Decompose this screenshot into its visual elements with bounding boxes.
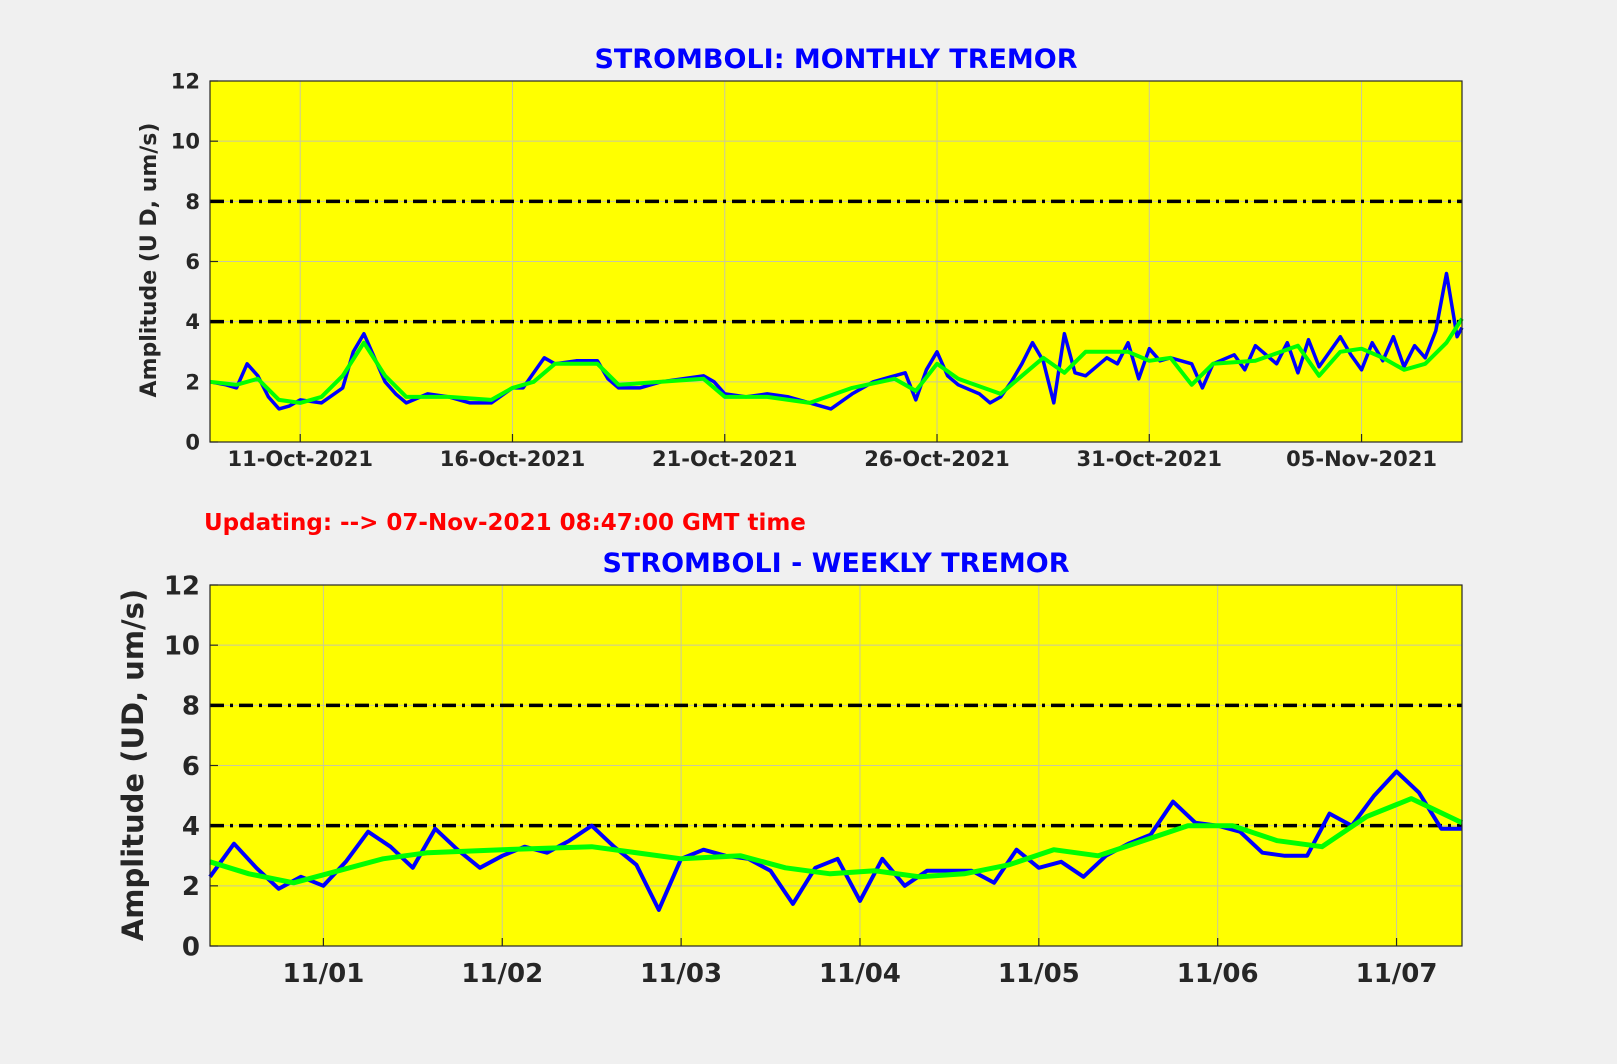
weekly-x-tick-label: 11/01 (282, 959, 364, 989)
monthly-y-tick-label: 6 (185, 250, 200, 274)
weekly-y-tick-label: 6 (182, 752, 200, 782)
monthly-raw-amplitude-line (209, 271, 1464, 411)
monthly-tremor-panel: STROMBOLI: MONTHLY TREMOR Amplitude (U D… (137, 44, 1464, 471)
weekly-tremor-panel: STROMBOLI - WEEKLY TREMOR Amplitude (UD,… (116, 548, 1464, 989)
monthly-x-tick-label: 11-Oct-2021 (227, 447, 372, 471)
update-status: Updating: --> 07-Nov-2021 08:47:00 GMT t… (204, 510, 806, 536)
weekly-x-tick-label: 11/06 (1177, 959, 1259, 989)
monthly-y-tick-label: 12 (171, 70, 200, 94)
weekly-axes-frame (209, 584, 1463, 947)
monthly-chart-title: STROMBOLI: MONTHLY TREMOR (594, 44, 1077, 75)
weekly-y-tick-label: 0 (182, 932, 200, 962)
weekly-y-axis-label: Amplitude (UD, um/s) (116, 589, 150, 941)
weekly-smoothed-trend-line (209, 796, 1464, 886)
monthly-x-tick-label: 05-Nov-2021 (1286, 447, 1437, 471)
monthly-y-tick-label: 2 (185, 370, 200, 394)
weekly-x-tick-label: 11/02 (461, 959, 543, 989)
weekly-chart-title: STROMBOLI - WEEKLY TREMOR (602, 548, 1069, 579)
weekly-y-tick-label: 12 (164, 571, 200, 601)
weekly-x-tick-label: 11/03 (640, 959, 722, 989)
weekly-y-tick-label: 10 (164, 632, 200, 662)
weekly-x-tick-label: 11/05 (998, 959, 1080, 989)
weekly-x-tick-label: 11/07 (1356, 959, 1438, 989)
weekly-y-tick-label: 2 (182, 872, 200, 902)
monthly-x-tick-label: 21-Oct-2021 (652, 447, 797, 471)
weekly-y-tick-label: 4 (182, 812, 200, 842)
monthly-y-axis-label: Amplitude (U D, um/s) (137, 123, 162, 398)
monthly-smoothed-trend-line (209, 317, 1464, 405)
monthly-y-tick-label: 0 (185, 431, 200, 455)
monthly-y-tick-label: 10 (171, 130, 200, 154)
monthly-x-tick-label: 31-Oct-2021 (1077, 447, 1222, 471)
monthly-y-tick-label: 4 (185, 310, 200, 334)
monthly-x-tick-label: 16-Oct-2021 (440, 447, 585, 471)
monthly-x-tick-label: 26-Oct-2021 (864, 447, 1009, 471)
weekly-x-tick-label: 11/04 (819, 959, 901, 989)
monthly-y-tick-label: 8 (185, 190, 200, 214)
weekly-y-tick-label: 8 (182, 692, 200, 722)
monthly-axes-frame (209, 80, 1463, 443)
